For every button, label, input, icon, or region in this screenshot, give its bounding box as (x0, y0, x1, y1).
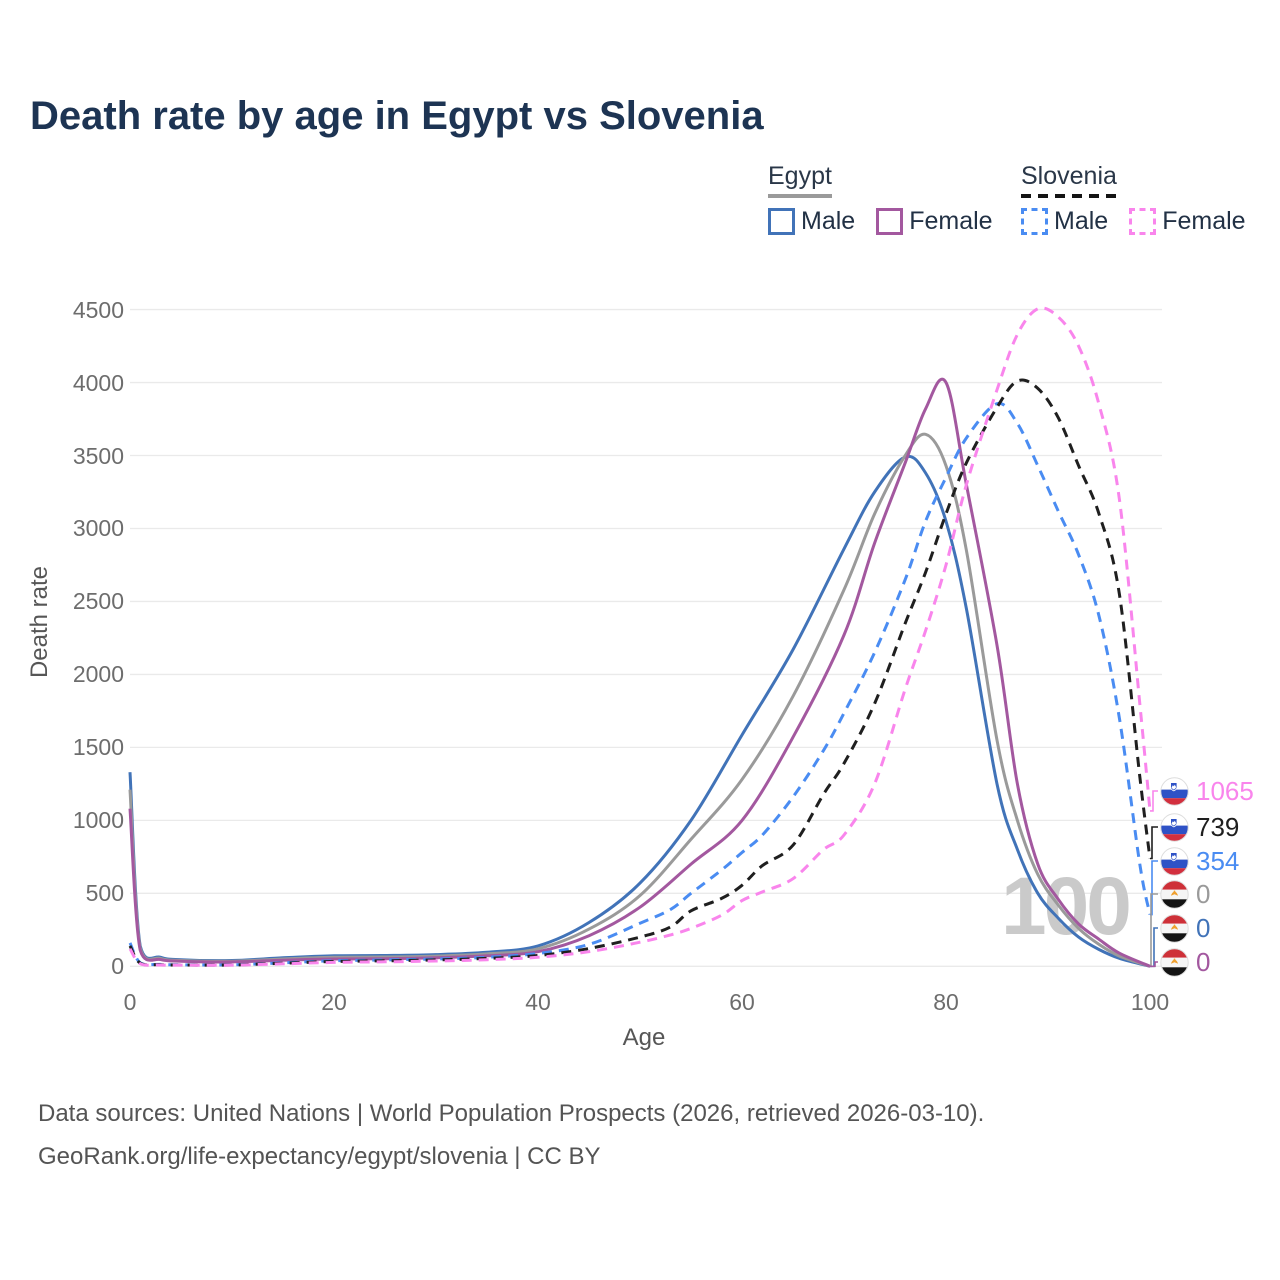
legend-item-egypt-male[interactable]: Male (768, 207, 855, 236)
egypt-flag-icon (1160, 914, 1189, 943)
y-tick-3000: 3000 (72, 515, 124, 542)
end-label-connector-egypt-male (1150, 927, 1158, 968)
x-tick-0: 0 (123, 989, 137, 1015)
legend-item-label: Female (1162, 206, 1246, 235)
slovenia-flag-icon (1160, 847, 1189, 876)
legend-group-slovenia: Slovenia Male Female (1021, 162, 1246, 236)
series-line-egypt-female[interactable] (128, 377, 1151, 968)
x-tick-100: 100 (1130, 989, 1170, 1015)
y-tick-2500: 2500 (72, 588, 124, 615)
x-axis-title: Age (622, 1024, 666, 1051)
legend-item-label: Male (801, 206, 856, 235)
legend-item-egypt-female[interactable]: Female (876, 206, 993, 236)
end-label-value: 0 (1196, 913, 1211, 943)
end-label-value: 739 (1196, 812, 1240, 842)
egypt-flag-icon (1160, 880, 1189, 909)
x-tick-20: 20 (321, 989, 347, 1015)
end-label-value: 1065 (1196, 776, 1254, 806)
slovenia-flag-icon (1160, 813, 1189, 842)
end-label-slovenia-male: 354 (1160, 846, 1239, 877)
x-tick-80: 80 (933, 989, 959, 1015)
end-label-value: 354 (1196, 846, 1240, 876)
end-label-connector-slovenia-female (1150, 790, 1158, 812)
end-label-connector-slovenia-both (1150, 826, 1158, 860)
y-axis-title: Death rate (26, 565, 53, 679)
series-line-slovenia-female[interactable] (128, 306, 1152, 967)
series-line-egypt-both[interactable] (128, 432, 1151, 968)
end-label-connector-egypt-both (1150, 893, 1158, 968)
legend-item-slovenia-male[interactable]: Male (1021, 207, 1108, 236)
legend-item-label: Male (1054, 206, 1109, 235)
egypt-line-style-swatch (768, 193, 832, 198)
slovenia-flag-icon (1160, 777, 1189, 806)
end-label-connector-egypt-female (1150, 961, 1158, 968)
series-line-slovenia-both[interactable] (128, 378, 1152, 967)
footer-data-sources: Data sources: United Nations | World Pop… (38, 1100, 985, 1127)
y-tick-1500: 1500 (72, 734, 124, 761)
slovenia-male-swatch (1021, 207, 1048, 235)
egypt-male-swatch (768, 207, 795, 235)
legend-group-egypt: Egypt Male Female (768, 162, 993, 236)
egypt-flag-icon (1160, 948, 1189, 977)
slovenia-female-swatch (1129, 207, 1157, 235)
end-label-egypt-female: 0 (1160, 947, 1210, 978)
footer-attribution-link: GeoRank.org/life-expectancy/egypt/sloven… (38, 1143, 601, 1170)
end-label-value: 0 (1196, 947, 1211, 977)
y-tick-3500: 3500 (72, 442, 124, 469)
egypt-female-swatch (876, 207, 904, 235)
end-label-egypt-both: 0 (1160, 879, 1210, 910)
legend-item-slovenia-female[interactable]: Female (1129, 206, 1246, 236)
y-tick-1000: 1000 (72, 807, 124, 834)
end-label-egypt-male: 0 (1160, 913, 1210, 944)
y-tick-500: 500 (85, 880, 124, 907)
end-label-slovenia-female: 1065 (1160, 776, 1254, 807)
end-label-slovenia-both: 739 (1160, 812, 1239, 843)
x-tick-40: 40 (525, 989, 551, 1015)
x-tick-60: 60 (729, 989, 755, 1015)
legend-egypt-title[interactable]: Egypt (768, 162, 832, 190)
end-label-connector-slovenia-male (1150, 860, 1158, 916)
legend-item-label: Female (909, 206, 993, 235)
page-title: Death rate by age in Egypt vs Slovenia (30, 94, 764, 138)
series-line-slovenia-male[interactable] (128, 401, 1152, 967)
legend-slovenia-title[interactable]: Slovenia (1021, 162, 1117, 190)
slovenia-line-style-swatch (1021, 193, 1118, 198)
y-tick-4500: 4500 (72, 296, 124, 323)
end-label-value: 0 (1196, 879, 1211, 909)
series-line-egypt-male[interactable] (128, 454, 1151, 968)
y-tick-4000: 4000 (72, 369, 124, 396)
y-tick-0: 0 (111, 953, 124, 980)
y-tick-2000: 2000 (72, 661, 124, 688)
age-watermark: 100 (1001, 861, 1132, 952)
